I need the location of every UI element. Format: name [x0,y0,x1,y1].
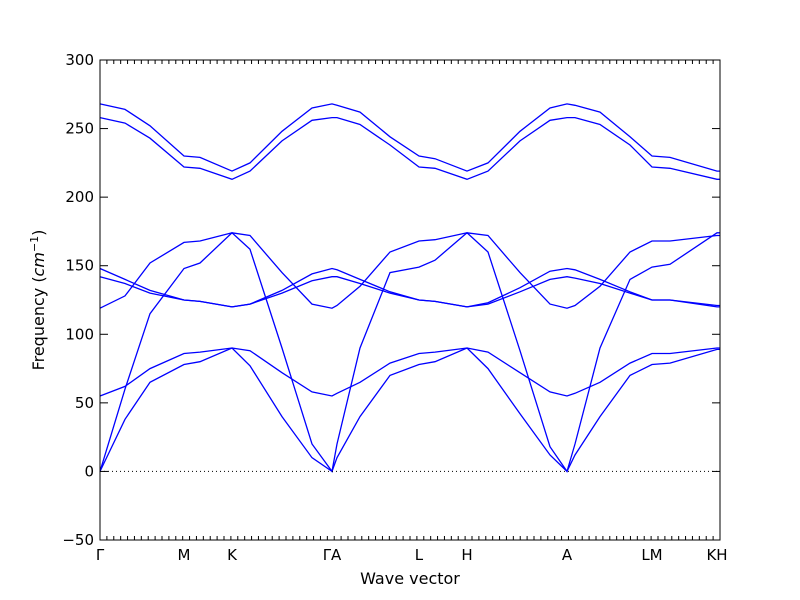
band-line-3 [99,232,720,309]
x-tick-label: L [415,546,424,564]
y-tick-label: 0 [84,462,94,480]
x-tick-label: ΓA [323,546,342,564]
x-tick-label: H [461,546,472,564]
y-axis-label: Frequency (cm−1) [28,230,48,371]
y-tick-label: −50 [62,531,94,549]
x-tick-label: KH [706,546,727,564]
y-axis: −50 0 50 100 150 200 250 300 [62,51,720,549]
plot-frame [99,59,721,541]
band-line-7 [99,103,720,172]
x-tick-label: A [562,546,573,564]
y-tick-label: 50 [75,394,94,412]
x-tick-label: Γ [96,546,105,564]
y-tick-label: 250 [65,120,94,138]
y-tick-label: 150 [65,257,94,275]
y-tick-label: 100 [65,325,94,343]
band-line-5 [99,276,720,308]
band-line-6 [99,231,720,474]
series-group [99,103,720,474]
x-tick-label: M [178,546,191,564]
band-line-1 [99,347,720,473]
band-line-8 [99,116,720,180]
x-axis-label: Wave vector [360,569,460,588]
band-line-2 [99,347,720,397]
x-tick-label: LM [641,546,662,564]
x-tick-label: K [227,546,238,564]
x-axis: Γ M K ΓA L H A LM KH [96,60,728,564]
y-tick-label: 300 [65,51,94,69]
y-tick-label: 200 [65,188,94,206]
